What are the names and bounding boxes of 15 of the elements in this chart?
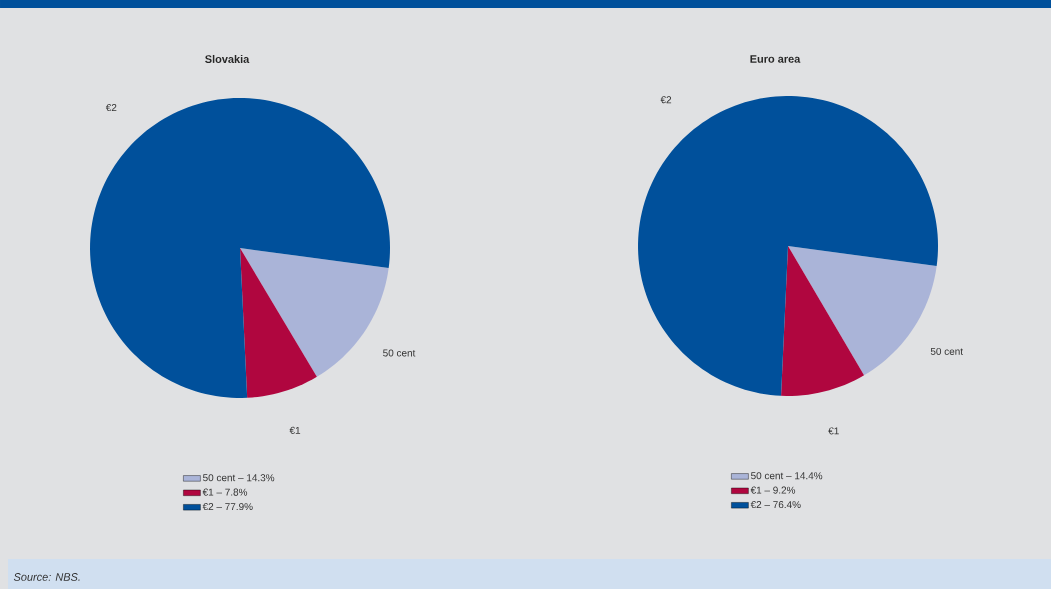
legend-label: 50 cent – 14.4%: [751, 472, 823, 480]
text: 50 cent: [930, 347, 963, 355]
legend-label: €1 – 9.2%: [750, 486, 796, 494]
legend-label: €1 – 7.8%: [202, 488, 248, 496]
text: €2: [660, 96, 672, 104]
text: 50 cent: [383, 349, 416, 357]
legend-label: €2 – 76.4%: [750, 501, 801, 509]
text: €1: [289, 426, 301, 434]
legend-label: €2 – 77.9%: [202, 503, 253, 511]
text: €1: [828, 427, 839, 435]
chart-title: Slovakia: [205, 54, 250, 64]
legend-label: 50 cent – 14.3%: [203, 474, 275, 482]
text: €2: [105, 104, 117, 112]
source-note: Source: NBS.: [13, 573, 80, 581]
chart-title: Euro area: [750, 55, 801, 63]
